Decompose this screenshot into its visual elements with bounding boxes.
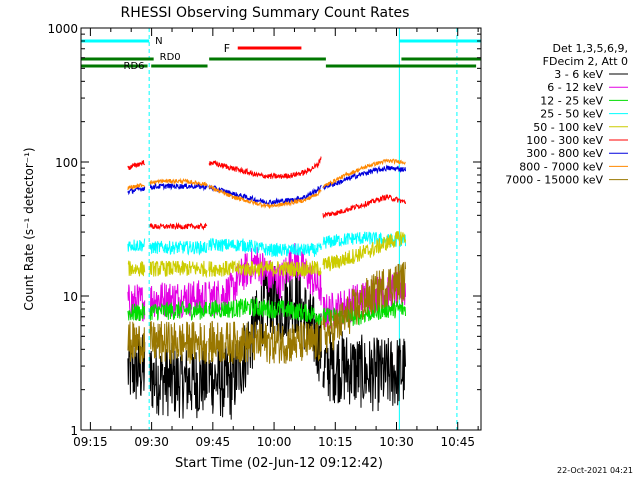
- legend: Det 1,3,5,6,9, FDecim 2, Att 0 3 - 6 keV…: [505, 42, 628, 187]
- legend-header-line-1: Det 1,3,5,6,9,: [552, 42, 628, 55]
- series-line: [127, 156, 406, 231]
- plot-area: N F RD0 RD6: [81, 28, 481, 430]
- chart-title: RHESSI Observing Summary Count Rates: [121, 5, 410, 21]
- legend-entry-label: 25 - 50 keV: [540, 108, 603, 121]
- legend-header-line-2: FDecim 2, Att 0: [543, 55, 628, 68]
- series-line: [127, 242, 406, 329]
- footer-date: 22-Oct-2021 04:21: [557, 466, 633, 475]
- legend-entry-label: 6 - 12 keV: [547, 81, 603, 94]
- y-axis-ticks: 1 10 100 1000: [47, 22, 481, 438]
- legend-entry-label: 300 - 800 keV: [526, 147, 603, 160]
- night-label: N: [155, 36, 162, 47]
- x-tick-label: 09:15: [73, 435, 108, 449]
- y-axis-label: Count Rate (s⁻¹ detector⁻¹): [22, 147, 36, 310]
- legend-entry-label: 50 - 100 keV: [533, 121, 603, 134]
- series-line: [127, 231, 406, 279]
- y-tick-label: 10: [63, 290, 78, 304]
- legend-entry-label: 12 - 25 keV: [540, 94, 603, 107]
- series-line: [127, 164, 406, 207]
- series-line: [127, 231, 406, 258]
- x-axis-label: Start Time (02-Jun-12 09:12:42): [175, 456, 383, 471]
- x-tick-label: 10:00: [257, 435, 292, 449]
- legend-entry-label: 100 - 300 keV: [526, 134, 603, 147]
- plot-frame: [80, 27, 482, 431]
- x-tick-label: 09:30: [134, 435, 169, 449]
- legend-entry-label: 800 - 7000 keV: [519, 160, 603, 173]
- x-tick-label: 10:30: [379, 435, 414, 449]
- rd6-label: RD6: [124, 61, 145, 72]
- legend-entry-label: 3 - 6 keV: [554, 68, 603, 81]
- legend-entry-label: 7000 - 15000 keV: [505, 174, 603, 187]
- y-tick-label: 1: [70, 424, 78, 438]
- x-tick-label: 10:15: [318, 435, 353, 449]
- x-axis-ticks: 09:15 09:30 09:45 10:00 10:15 10:30 10:45: [73, 28, 479, 449]
- flare-label: F: [224, 42, 230, 55]
- rd0-label: RD0: [160, 52, 181, 63]
- series-line: [127, 296, 406, 326]
- series-line: [127, 261, 406, 364]
- series-line: [127, 262, 406, 420]
- series-line: [127, 158, 406, 210]
- y-tick-label: 100: [55, 156, 78, 170]
- x-tick-label: 09:45: [196, 435, 231, 449]
- x-tick-label: 10:45: [440, 435, 475, 449]
- y-tick-label: 1000: [47, 22, 78, 36]
